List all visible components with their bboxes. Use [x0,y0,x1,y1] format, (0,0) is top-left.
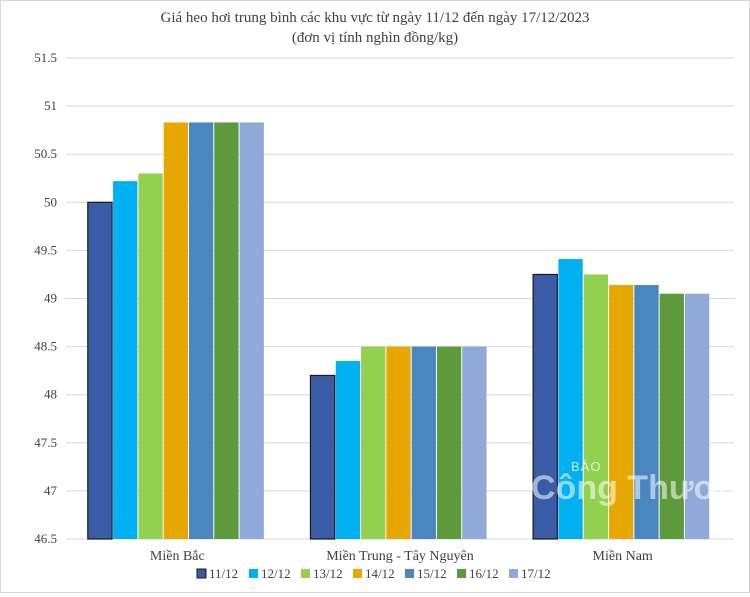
legend-swatch [509,569,518,578]
y-tick-label: 48 [44,387,57,402]
y-tick-label: 49 [44,291,57,306]
chart-subtitle: (đơn vị tính nghìn đồng/kg) [292,30,458,46]
bar [138,173,163,539]
bar [87,201,113,540]
bar [361,346,386,539]
legend-swatch [249,569,258,578]
legend-entry: 17/12 [521,566,551,581]
bar [113,181,138,540]
legend: 11/12 12/12 13/12 14/12 15/12 16/12 17/12 [196,566,551,581]
legend-entry: 16/12 [469,566,499,581]
watermark-logo: BÁO Công Thương [531,459,750,507]
bar [436,346,462,539]
bar [163,122,188,539]
bar [309,374,336,540]
y-tick-label: 49.5 [34,242,57,257]
bar [558,259,583,539]
bar [684,293,710,539]
bar [609,285,634,539]
legend-swatch [457,569,466,578]
legend-entry: 12/12 [261,566,291,581]
bar [188,122,214,539]
y-tick-label: 51.5 [34,50,57,65]
y-tick-label: 47 [44,483,58,498]
y-tick-label: 46.5 [34,531,57,546]
legend-swatch [353,569,362,578]
category-label: Miền Nam [593,549,653,564]
legend-swatch [301,569,310,578]
bar [583,274,609,539]
watermark-line1: BÁO [571,459,601,474]
y-tick-label: 50 [44,194,57,209]
bar [386,346,411,539]
legend-entry: 15/12 [417,566,447,581]
bar [239,122,264,539]
legend-entry: 14/12 [365,566,395,581]
chart-title: Giá heo hơi trung bình các khu vực từ ng… [161,10,590,26]
category-label: Miền Bắc [150,549,205,564]
bar [411,346,436,539]
bars [87,122,710,540]
x-axis-categories: Miền Bắc Miền Trung - Tây Nguyên Miền Nam [150,549,653,564]
legend-entry: 13/12 [313,566,343,581]
y-tick-label: 50.5 [34,146,57,161]
y-tick-label: 51 [44,98,57,113]
bar [532,273,559,540]
y-axis-ticks: 46.5 47 47.5 48 48.5 49 49.5 50 50.5 51 51.5 [34,50,57,546]
bar [462,346,487,539]
category-label: Miền Trung - Tây Nguyên [326,549,474,564]
y-tick-label: 48.5 [34,339,57,354]
bar [634,285,659,539]
legend-swatch [196,568,207,579]
bar [214,122,239,539]
y-tick-label: 47.5 [34,435,57,450]
legend-swatch [405,569,414,578]
legend-entry: 11/12 [209,566,238,581]
watermark-line2: Công Thương [531,469,749,507]
bar [659,293,684,539]
bar [335,361,361,539]
